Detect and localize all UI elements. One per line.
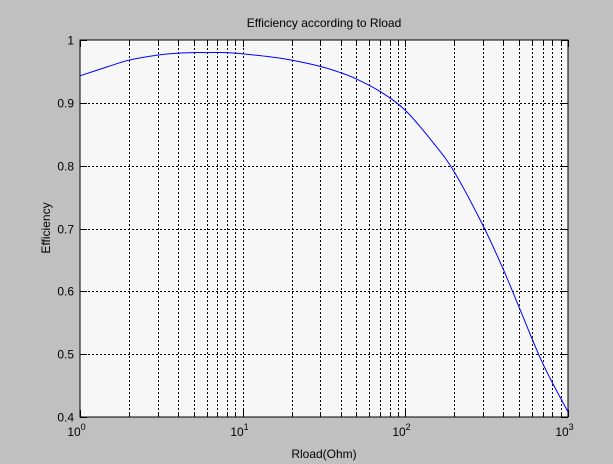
chart-title: Efficiency according to Rload bbox=[247, 16, 402, 30]
x-tick-label: 103 bbox=[555, 422, 573, 439]
y-tick-label: 1 bbox=[67, 34, 74, 48]
y-axis-label: Efficiency bbox=[39, 202, 53, 253]
x-tick-label: 100 bbox=[67, 422, 85, 439]
x-tick-label: 101 bbox=[230, 422, 248, 439]
y-tick-label: 0.6 bbox=[57, 285, 74, 299]
y-tick-label: 0.7 bbox=[57, 223, 74, 237]
y-tick-label: 0.5 bbox=[57, 348, 74, 362]
plot-frame bbox=[79, 39, 569, 418]
y-tick-label: 0.9 bbox=[57, 97, 74, 111]
x-axis-label: Rload(Ohm) bbox=[291, 447, 356, 461]
x-tick-label: 102 bbox=[392, 422, 410, 439]
plot-area bbox=[80, 40, 568, 417]
y-tick-label: 0.8 bbox=[57, 160, 74, 174]
y-tick-label: 0.4 bbox=[57, 411, 74, 425]
efficiency-series-line bbox=[79, 51, 569, 413]
